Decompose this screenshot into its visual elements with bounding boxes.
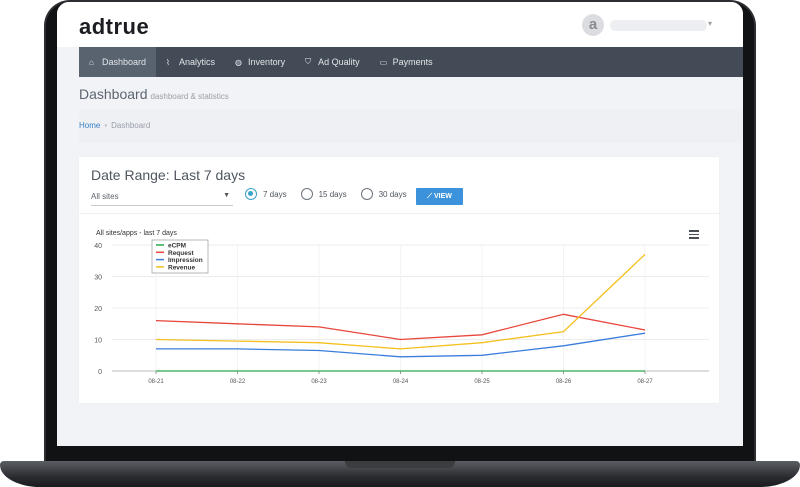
nav-item-analytics[interactable]: ⌇ Analytics [156,47,225,77]
date-range-radios: 7 days 15 days 30 days [245,188,421,200]
series-line-request [155,313,646,341]
nav-item-label: Payments [392,57,433,67]
y-tick-label: 10 [94,338,102,345]
breadcrumb-current: Dashboard [111,121,151,130]
date-range-title: Date Range: Last 7 days [91,167,246,183]
legend-label: eCPM [168,243,186,250]
app-header: adtrue a ▾ [57,2,743,47]
avatar[interactable]: a [582,14,604,36]
trend-icon: ⟋ [427,193,434,200]
chart-icon: ⌇ [166,57,170,67]
nav-item-label: Analytics [179,57,216,67]
view-button[interactable]: ⟋ VIEW [416,188,463,205]
breadcrumb-separator-icon: • [104,121,108,130]
site-select-value: All sites [91,192,119,201]
legend-label: Impression [168,257,203,264]
x-tick-label: 08-24 [393,379,409,385]
chart-container: All sites/apps - last 7 days 0 10 20 30 40 08-… [79,217,719,403]
shield-icon: ⛉ [305,57,312,66]
page-title: Dashboard dashboard & statistics [79,86,229,102]
legend-label: Request [168,250,194,257]
series-line-revenue [155,253,646,350]
y-tick-label: 30 [94,275,102,282]
site-select[interactable]: All sites ▼ [91,188,233,206]
y-tick-label: 0 [98,369,102,376]
page-header: Dashboard dashboard & statistics [79,77,743,109]
y-tick-label: 40 [94,243,102,250]
page-subtitle: dashboard & statistics [150,92,229,101]
chart-title: All sites/apps - last 7 days [96,230,177,237]
radio-label: 7 days [263,189,287,199]
laptop-notch [345,461,455,468]
nav-item-dashboard[interactable]: ⌂ Dashboard [79,47,157,77]
radio-label: 30 days [378,189,407,199]
x-tick-label: 08-23 [311,379,327,385]
nav-item-inventory[interactable]: ◍ Inventory [225,47,295,77]
screen: adtrue a ▾ ⌂ Dashboard ⌇ Analytics ◍ Inventor… [57,2,743,446]
view-button-label: VIEW [433,193,452,200]
main-nav: ⌂ Dashboard ⌇ Analytics ◍ Inventory ⛉ Ad Qualit… [79,47,743,77]
x-tick-label: 08-22 [230,379,246,385]
range-option-30-days[interactable]: 30 days [360,188,407,200]
x-tick-label: 08-21 [148,379,164,385]
line-chart: All sites/apps - last 7 days 0 10 20 30 40 08-… [94,230,709,385]
card-divider [79,213,719,214]
nav-item-ad-quality[interactable]: ⛉ Ad Quality [295,47,370,77]
nav-item-label: Dashboard [102,57,147,67]
radio-label: 15 days [318,189,347,199]
range-option-7-days[interactable]: 7 days [245,188,287,200]
breadcrumb-home[interactable]: Home [79,121,101,130]
home-icon: ⌂ [89,57,94,67]
app-logo[interactable]: adtrue [79,14,150,39]
chevron-down-icon[interactable]: ▾ [708,19,713,28]
page-title-text: Dashboard [79,86,148,102]
range-option-15-days[interactable]: 15 days [300,188,347,200]
radio-button[interactable] [245,188,257,200]
nav-item-payments[interactable]: ▭ Payments [370,47,443,77]
y-tick-label: 20 [94,306,102,313]
dashboard-card: Date Range: Last 7 days All sites ▼ 7 da… [79,157,719,403]
x-tick-label: 08-27 [637,379,653,385]
radio-button[interactable] [360,188,373,200]
series-line-impression [156,332,646,358]
card-icon: ▭ [379,57,388,67]
globe-icon: ◍ [235,57,243,67]
hamburger-menu-icon[interactable] [689,230,699,241]
user-name-placeholder[interactable] [610,20,707,31]
breadcrumb: Home • Dashboard [79,121,150,130]
legend-label: Revenue [168,264,195,271]
x-tick-label: 08-26 [556,379,572,385]
nav-item-label: Ad Quality [318,57,360,67]
x-tick-label: 08-25 [474,379,490,385]
caret-down-icon: ▼ [223,192,230,199]
radio-button[interactable] [300,188,313,200]
breadcrumb-bar: Home • Dashboard [79,109,743,143]
nav-item-label: Inventory [248,57,286,67]
